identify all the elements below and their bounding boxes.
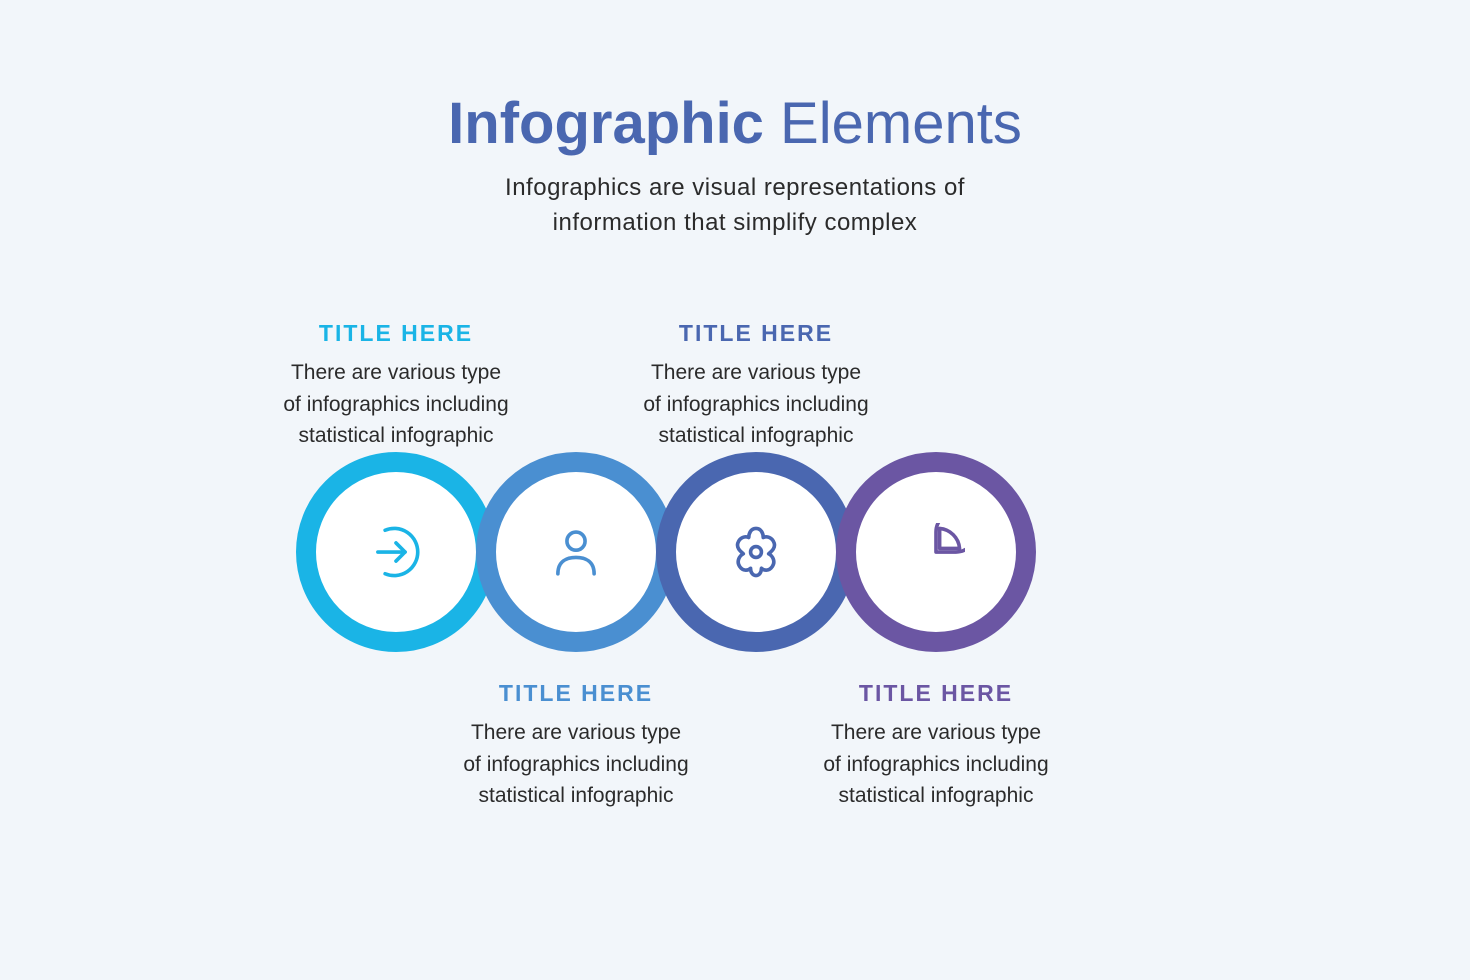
item-title-2: TITLE HERE: [586, 320, 926, 347]
label-3: TITLE HERE There are various type of inf…: [766, 680, 1106, 812]
title-bold: Infographic: [448, 91, 764, 156]
user-icon: [547, 523, 605, 581]
label-2: TITLE HERE There are various type of inf…: [586, 320, 926, 452]
item-desc-1: There are various type of infographics i…: [406, 717, 746, 812]
gear-icon: [727, 523, 785, 581]
ring-2: [656, 452, 856, 652]
label-1: TITLE HERE There are various type of inf…: [406, 680, 746, 812]
header-block: Infographic Elements Infographics are vi…: [448, 90, 1022, 241]
ring-3: [836, 452, 1036, 652]
subtitle-line1: Infographics are visual representations …: [505, 174, 965, 201]
item-desc-0: There are various type of infographics i…: [226, 357, 566, 452]
item-desc-3: There are various type of infographics i…: [766, 717, 1106, 812]
subtitle-line2: information that simplify complex: [553, 209, 918, 236]
ring-1: [476, 452, 676, 652]
item-desc-2: There are various type of infographics i…: [586, 357, 926, 452]
ring-0: [296, 452, 496, 652]
main-title: Infographic Elements: [448, 90, 1022, 157]
item-title-3: TITLE HERE: [766, 680, 1106, 707]
title-light: Elements: [764, 91, 1022, 156]
pie-icon: [907, 523, 965, 581]
subtitle: Infographics are visual representations …: [448, 171, 1022, 241]
item-title-1: TITLE HERE: [406, 680, 746, 707]
item-title-0: TITLE HERE: [226, 320, 566, 347]
label-0: TITLE HERE There are various type of inf…: [226, 320, 566, 452]
infographic-canvas: Infographic Elements Infographics are vi…: [0, 0, 1470, 980]
enter-arrow-icon: [367, 523, 425, 581]
